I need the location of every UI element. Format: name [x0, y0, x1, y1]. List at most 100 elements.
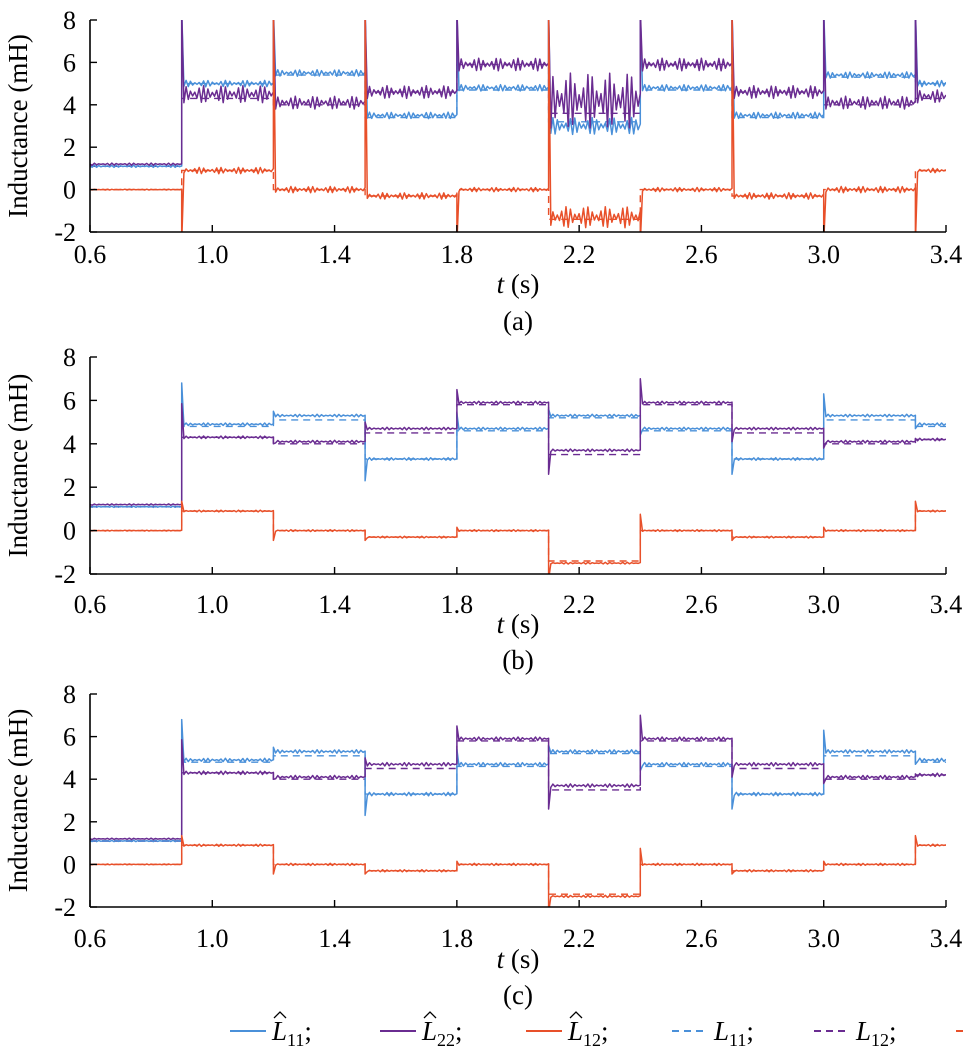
x-axis-unit: (s) — [504, 944, 539, 974]
legend-item: L11 — [956, 1030, 966, 1032]
legend-symbol: L — [567, 1016, 583, 1046]
series-true-l22 — [90, 740, 946, 842]
y-tick-label: 2 — [63, 808, 76, 837]
x-axis-unit: (s) — [504, 269, 539, 299]
y-tick-label: 8 — [63, 6, 76, 35]
panel-c: -2 0 2 4 6 8 0.6 1.0 1.4 1.8 2.2 2.6 3.0 3.4 Inductanc… — [3, 680, 962, 1010]
x-tick-label: 1.4 — [318, 590, 351, 619]
series-true-l11 — [90, 74, 946, 167]
legend-subscript: 12 — [583, 1030, 601, 1050]
legend-item: L12; — [526, 1011, 609, 1050]
legend-label: L12; — [855, 1016, 897, 1050]
x-tick-label: 2.6 — [685, 590, 718, 619]
series-true-l12 — [90, 844, 946, 895]
series-estimate-l11 — [90, 382, 946, 509]
legend-subscript: 22 — [437, 1030, 455, 1050]
panel-a: -2 0 2 4 6 8 0.6 1.0 1.4 1.8 2.2 2.6 3.0 3.4 Inductanc… — [3, 6, 962, 336]
y-tick-label: 2 — [63, 473, 76, 502]
legend-symbol: L — [421, 1016, 437, 1046]
x-tick-label: 3.0 — [807, 924, 840, 953]
legend-label: L11; — [271, 1016, 312, 1050]
series-estimate-l22 — [90, 20, 946, 166]
legend-suffix: ; — [304, 1016, 312, 1046]
y-tick-label: 6 — [63, 386, 76, 415]
series-estimate-l12 — [90, 20, 946, 232]
x-tick-label: 1.0 — [196, 240, 229, 269]
x-tick-label: 1.8 — [441, 590, 474, 619]
legend-subscript: 11 — [287, 1030, 304, 1050]
x-axis-unit: (s) — [504, 609, 539, 639]
legend: L11;L22;L12;L11;L12;L11 — [230, 1011, 966, 1050]
x-tick-label: 3.4 — [930, 240, 963, 269]
x-tick-label: 1.4 — [318, 240, 351, 269]
y-tick-label: 0 — [63, 850, 76, 879]
legend-symbol: L — [855, 1016, 871, 1046]
y-tick-label: -2 — [54, 560, 76, 589]
y-tick-label: 6 — [63, 723, 76, 752]
y-tick-label: 6 — [63, 48, 76, 77]
x-axis-variable: t — [497, 609, 506, 639]
legend-label: L11; — [713, 1016, 754, 1050]
series-estimate-l12 — [90, 500, 946, 574]
x-tick-label: 0.6 — [74, 590, 107, 619]
y-tick-label: 0 — [63, 176, 76, 205]
legend-hat — [273, 1011, 287, 1019]
x-tick-label: 1.4 — [318, 924, 351, 953]
legend-hat — [423, 1011, 437, 1019]
series-estimate-l12 — [90, 834, 946, 907]
legend-item: L11; — [672, 1016, 754, 1050]
x-tick-label: 2.6 — [685, 240, 718, 269]
y-tick-label: 4 — [63, 765, 76, 794]
panel-b: -2 0 2 4 6 8 0.6 1.0 1.4 1.8 2.2 2.6 3.0 3.4 Inductanc… — [3, 343, 962, 675]
series-true-l11 — [90, 752, 946, 842]
x-tick-label: 1.0 — [196, 590, 229, 619]
plot-area — [90, 377, 946, 574]
x-tick-label: 3.0 — [807, 240, 840, 269]
series-true-l12 — [90, 169, 946, 220]
legend-item: L11; — [230, 1011, 312, 1050]
x-axis-title: t (s) — [497, 609, 540, 639]
y-tick-label: 2 — [63, 133, 76, 162]
x-tick-label: 2.2 — [563, 924, 596, 953]
y-axis-title: Inductance (mH) — [3, 34, 33, 218]
series-true-l11 — [90, 417, 946, 508]
y-tick-label: 4 — [63, 430, 76, 459]
series-estimate-l11 — [90, 20, 946, 169]
plot-area — [90, 20, 946, 232]
legend-subscript: 12 — [871, 1030, 889, 1050]
series-true-l22 — [90, 404, 946, 508]
plot-area — [90, 714, 946, 907]
x-tick-label: 0.6 — [74, 924, 107, 953]
x-tick-label: 1.8 — [441, 924, 474, 953]
y-tick-label: 0 — [63, 517, 76, 546]
x-axis-title: t (s) — [497, 944, 540, 974]
y-tick-label: 4 — [63, 91, 76, 120]
legend-label: L12; — [567, 1016, 609, 1050]
legend-hat — [569, 1011, 583, 1019]
y-tick-label: -2 — [54, 218, 76, 247]
x-tick-label: 2.2 — [563, 590, 596, 619]
panel-label: (b) — [502, 645, 533, 675]
legend-symbol: L — [713, 1016, 729, 1046]
x-tick-label: 1.8 — [441, 240, 474, 269]
legend-suffix: ; — [455, 1016, 463, 1046]
legend-suffix: ; — [889, 1016, 897, 1046]
panel-label: (c) — [503, 980, 533, 1010]
legend-subscript: 11 — [729, 1030, 746, 1050]
legend-suffix: ; — [746, 1016, 754, 1046]
y-tick-label: 8 — [63, 680, 76, 709]
series-true-l12 — [90, 510, 946, 562]
x-tick-label: 0.6 — [74, 240, 107, 269]
legend-symbol: L — [271, 1016, 287, 1046]
series-estimate-l22 — [90, 714, 946, 841]
panel-label: (a) — [503, 306, 533, 336]
x-tick-label: 3.4 — [930, 924, 963, 953]
series-estimate-l11 — [90, 718, 946, 843]
y-axis-title: Inductance (mH) — [3, 374, 33, 558]
x-tick-label: 3.0 — [807, 590, 840, 619]
y-axis-title: Inductance (mH) — [3, 709, 33, 893]
legend-item: L22; — [380, 1011, 463, 1050]
x-tick-label: 2.2 — [563, 240, 596, 269]
x-axis-variable: t — [497, 944, 506, 974]
